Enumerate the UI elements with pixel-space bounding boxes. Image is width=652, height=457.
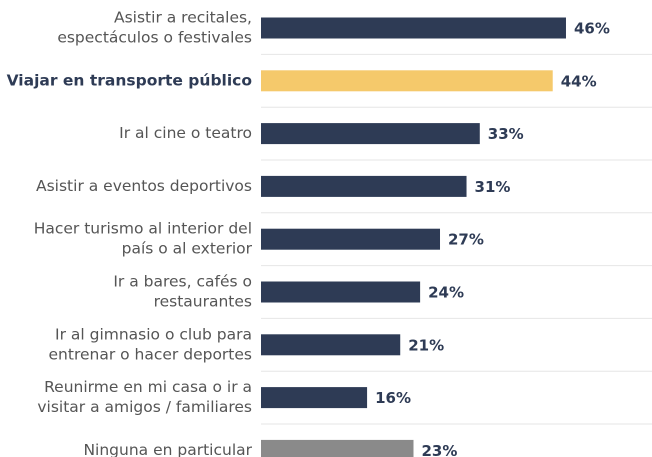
value-label: 44%	[561, 72, 597, 90]
bar	[261, 281, 421, 303]
category-label: Ir al gimnasio o club para	[55, 325, 252, 343]
category-label: entrenar o hacer deportes	[49, 345, 252, 363]
category-label: visitar a amigos / familiares	[37, 398, 252, 416]
bar	[261, 70, 553, 92]
category-label: Viajar en transporte público	[7, 71, 252, 89]
bar	[261, 439, 414, 457]
bar	[261, 17, 566, 39]
bar	[261, 123, 480, 145]
bar	[261, 387, 368, 409]
value-label: 16%	[375, 389, 411, 407]
value-label: 46%	[574, 20, 610, 38]
category-label: Ir a bares, cafés o	[113, 273, 252, 291]
bar	[261, 228, 441, 250]
bar	[261, 334, 401, 356]
category-label: Ir al cine o teatro	[119, 124, 252, 142]
category-label: Ninguna en particular	[83, 441, 252, 457]
category-label: Reunirme en mi casa o ir a	[44, 378, 252, 396]
value-label: 24%	[428, 284, 464, 302]
category-label: Hacer turismo al interior del	[34, 220, 252, 238]
category-label: Asistir a eventos deportivos	[36, 177, 252, 195]
bar	[261, 175, 467, 197]
category-label: espectáculos o festivales	[57, 29, 252, 47]
value-label: 23%	[421, 442, 457, 457]
value-label: 21%	[408, 336, 444, 354]
category-label: restaurantes	[154, 293, 252, 311]
value-label: 27%	[448, 231, 484, 249]
value-label: 31%	[475, 178, 511, 196]
category-label: Asistir a recitales,	[114, 9, 252, 27]
value-label: 33%	[488, 125, 524, 143]
category-label: país o al exterior	[122, 240, 253, 258]
